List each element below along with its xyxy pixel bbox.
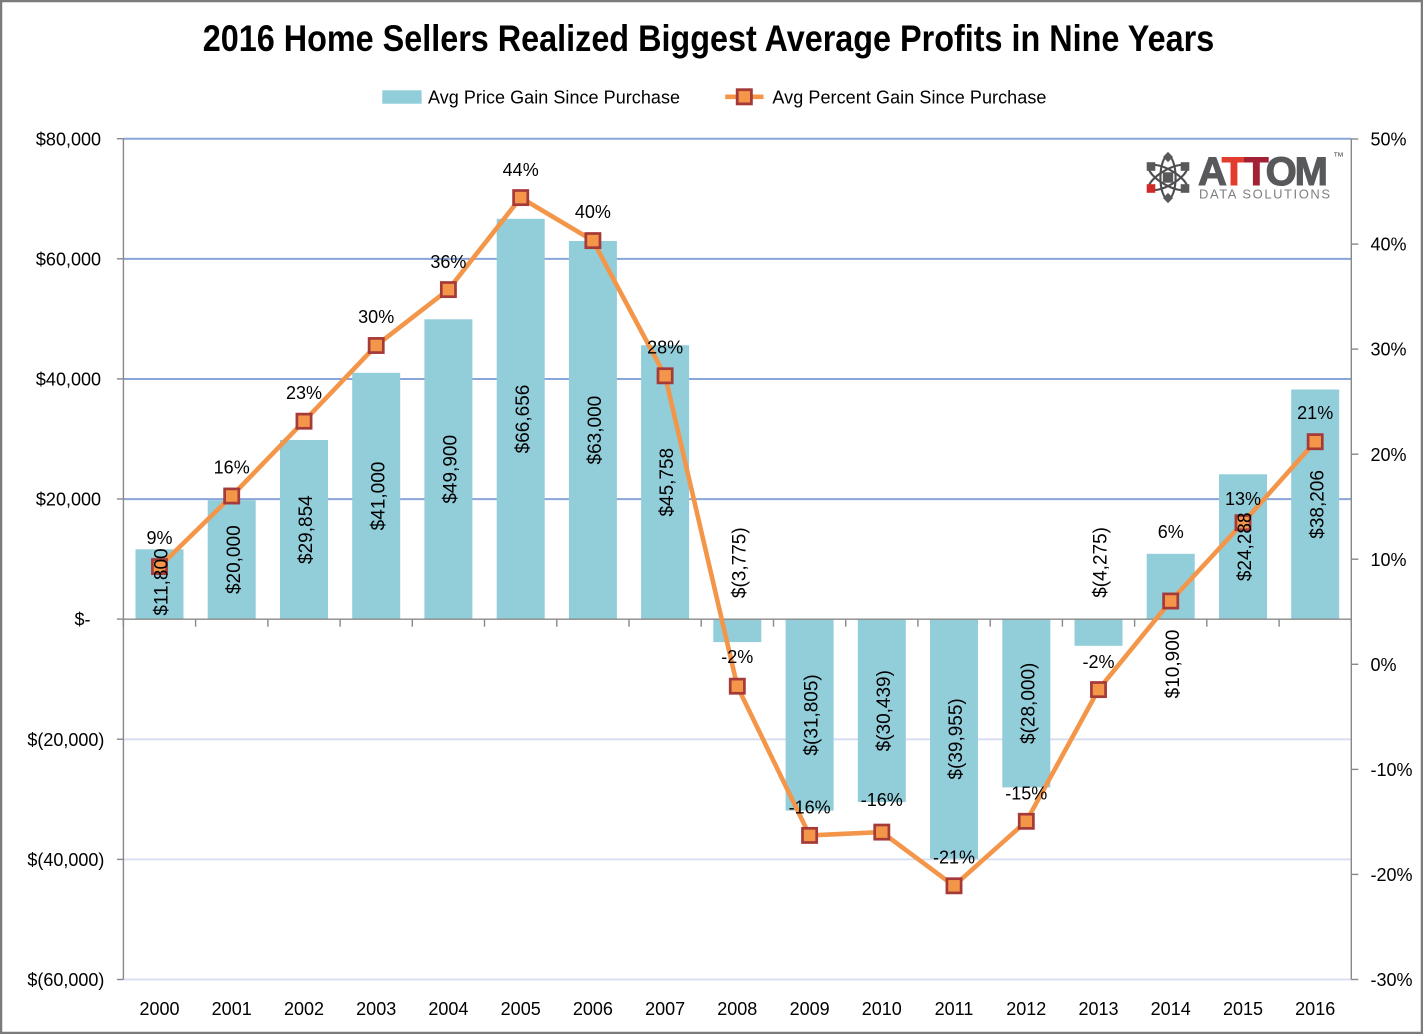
svg-text:2011: 2011 [935, 999, 974, 1019]
svg-text:2008: 2008 [717, 999, 757, 1019]
svg-text:$(40,000): $(40,000) [27, 850, 104, 870]
svg-text:$20,000: $20,000 [224, 525, 245, 594]
svg-text:$11,800: $11,800 [152, 548, 173, 615]
svg-text:30%: 30% [358, 307, 394, 327]
svg-text:$-: $- [74, 610, 90, 630]
svg-text:2006: 2006 [573, 999, 613, 1019]
svg-text:-21%: -21% [933, 847, 975, 867]
svg-text:$(20,000): $(20,000) [27, 730, 104, 750]
svg-text:$(60,000): $(60,000) [27, 970, 104, 990]
svg-text:$49,900: $49,900 [441, 435, 462, 504]
svg-text:$(39,955): $(39,955) [946, 698, 967, 779]
svg-text:$45,758: $45,758 [657, 448, 678, 517]
svg-text:2012: 2012 [1006, 999, 1046, 1019]
svg-text:$10,900: $10,900 [1163, 630, 1184, 699]
svg-text:13%: 13% [1225, 489, 1261, 509]
svg-text:-30%: -30% [1371, 970, 1413, 990]
svg-text:-2%: -2% [721, 647, 753, 667]
svg-text:-16%: -16% [861, 790, 903, 810]
svg-text:2016 Home Sellers Realized Big: 2016 Home Sellers Realized Biggest Avera… [203, 19, 1214, 59]
svg-text:2009: 2009 [790, 999, 830, 1019]
svg-text:Avg Percent Gain Since Purchas: Avg Percent Gain Since Purchase [772, 88, 1046, 108]
svg-text:$29,854: $29,854 [296, 495, 317, 564]
svg-text:2015: 2015 [1223, 999, 1263, 1019]
svg-text:40%: 40% [575, 202, 611, 222]
svg-text:$38,206: $38,206 [1307, 470, 1328, 539]
svg-text:-2%: -2% [1082, 652, 1114, 672]
svg-text:$60,000: $60,000 [36, 249, 101, 269]
svg-text:$63,000: $63,000 [585, 396, 606, 465]
svg-text:™: ™ [1333, 151, 1344, 163]
svg-text:$80,000: $80,000 [36, 129, 101, 149]
svg-text:-10%: -10% [1371, 760, 1413, 780]
svg-text:30%: 30% [1371, 340, 1407, 360]
svg-text:-15%: -15% [1005, 784, 1047, 804]
svg-text:2000: 2000 [139, 999, 179, 1019]
svg-text:9%: 9% [146, 528, 172, 548]
svg-text:10%: 10% [1371, 550, 1407, 570]
svg-text:40%: 40% [1371, 235, 1407, 255]
svg-text:$(30,439): $(30,439) [874, 670, 895, 751]
svg-text:$(3,775): $(3,775) [729, 527, 750, 598]
svg-text:16%: 16% [214, 458, 250, 478]
svg-text:2002: 2002 [284, 999, 324, 1019]
svg-text:21%: 21% [1297, 403, 1333, 423]
svg-text:DATA SOLUTIONS: DATA SOLUTIONS [1199, 187, 1330, 202]
svg-text:36%: 36% [430, 252, 466, 272]
svg-text:2007: 2007 [645, 999, 685, 1019]
svg-text:23%: 23% [286, 383, 322, 403]
svg-text:$20,000: $20,000 [36, 490, 101, 510]
svg-text:$24,288: $24,288 [1235, 512, 1256, 581]
svg-text:2016: 2016 [1295, 999, 1335, 1019]
svg-text:50%: 50% [1371, 130, 1407, 150]
svg-text:$(31,805): $(31,805) [802, 674, 823, 755]
svg-text:$40,000: $40,000 [36, 370, 101, 390]
svg-text:ATTOM: ATTOM [1198, 150, 1328, 194]
svg-text:Avg Price Gain Since Purchase: Avg Price Gain Since Purchase [428, 88, 680, 108]
svg-text:$(4,275): $(4,275) [1091, 527, 1112, 598]
svg-text:2004: 2004 [428, 999, 468, 1019]
svg-text:2013: 2013 [1078, 999, 1118, 1019]
svg-text:44%: 44% [503, 160, 539, 180]
svg-text:28%: 28% [647, 337, 683, 357]
svg-text:2010: 2010 [862, 999, 902, 1019]
svg-text:$(28,000): $(28,000) [1018, 663, 1039, 744]
svg-text:2014: 2014 [1151, 999, 1191, 1019]
svg-text:20%: 20% [1371, 445, 1407, 465]
svg-text:$66,656: $66,656 [513, 385, 534, 454]
svg-text:$41,000: $41,000 [368, 462, 389, 531]
svg-text:-16%: -16% [789, 798, 831, 818]
svg-text:-20%: -20% [1371, 865, 1413, 885]
svg-text:6%: 6% [1158, 522, 1184, 542]
svg-text:2001: 2001 [212, 999, 252, 1019]
svg-text:2005: 2005 [501, 999, 541, 1019]
svg-text:2003: 2003 [356, 999, 396, 1019]
svg-text:0%: 0% [1371, 655, 1397, 675]
